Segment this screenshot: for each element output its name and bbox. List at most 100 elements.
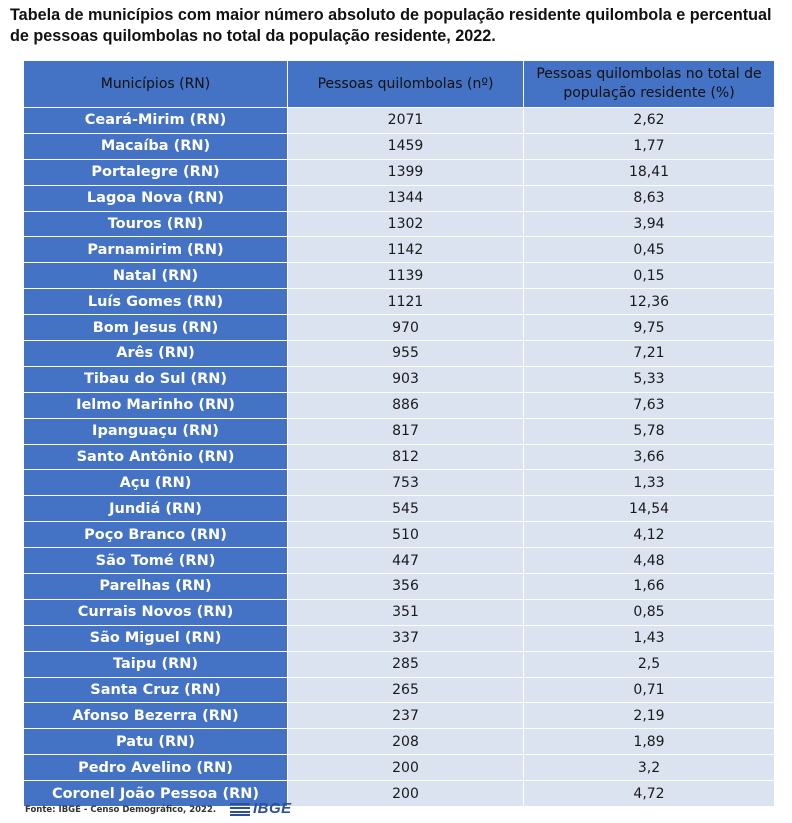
cell-pessoas: 1302 <box>287 210 524 238</box>
cell-percentual: 2,19 <box>523 702 775 730</box>
table-row: Ipanguaçu (RN) 817 5,78 <box>23 417 775 445</box>
table-row: Santo Antônio (RN) 812 3,66 <box>23 443 775 471</box>
table-row: Coronel João Pessoa (RN) 200 4,72 <box>23 780 775 808</box>
ibge-logo-icon <box>230 802 250 816</box>
cell-pessoas: 955 <box>287 340 524 367</box>
cell-percentual: 4,72 <box>523 780 775 808</box>
table-row: Parelhas (RN) 356 1,66 <box>23 573 775 600</box>
cell-percentual: 0,15 <box>523 262 775 290</box>
cell-municipio: Ielmo Marinho (RN) <box>23 391 288 419</box>
cell-pessoas: 886 <box>287 391 524 419</box>
table-row: Pedro Avelino (RN) 200 3,2 <box>23 754 775 782</box>
cell-municipio: Ipanguaçu (RN) <box>23 417 288 445</box>
cell-pessoas: 1399 <box>287 158 524 186</box>
cell-municipio: Parelhas (RN) <box>23 573 288 600</box>
cell-municipio: Arês (RN) <box>23 340 288 367</box>
cell-pessoas: 753 <box>287 469 524 497</box>
cell-municipio: Afonso Bezerra (RN) <box>23 702 288 730</box>
cell-municipio: São Tomé (RN) <box>23 547 288 575</box>
cell-municipio: Açu (RN) <box>23 469 288 497</box>
table-title: Tabela de municípios com maior número ab… <box>10 6 772 45</box>
cell-municipio: Santo Antônio (RN) <box>23 443 288 471</box>
cell-pessoas: 2071 <box>287 107 524 134</box>
table-row: Lagoa Nova (RN) 1344 8,63 <box>23 184 775 212</box>
cell-municipio: Tibau do Sul (RN) <box>23 365 288 393</box>
cell-pessoas: 208 <box>287 728 524 756</box>
table-row: Luís Gomes (RN) 1121 12,36 <box>23 288 775 316</box>
table-row: Touros (RN) 1302 3,94 <box>23 210 775 238</box>
column-header-percentual: Pessoas quilombolas no total de populaçã… <box>523 60 775 108</box>
cell-percentual: 0,85 <box>523 598 775 626</box>
cell-percentual: 8,63 <box>523 184 775 212</box>
cell-municipio: São Miguel (RN) <box>23 624 288 652</box>
cell-municipio: Poço Branco (RN) <box>23 521 288 549</box>
cell-pessoas: 447 <box>287 547 524 575</box>
cell-pessoas: 1121 <box>287 288 524 316</box>
cell-percentual: 18,41 <box>523 158 775 186</box>
cell-percentual: 9,75 <box>523 314 775 342</box>
cell-municipio: Taipu (RN) <box>23 650 288 678</box>
table-row: Bom Jesus (RN) 970 9,75 <box>23 314 775 342</box>
table-row: Poço Branco (RN) 510 4,12 <box>23 521 775 549</box>
cell-percentual: 2,62 <box>523 107 775 134</box>
cell-pessoas: 510 <box>287 521 524 549</box>
cell-percentual: 1,33 <box>523 469 775 497</box>
cell-municipio: Natal (RN) <box>23 262 288 290</box>
cell-percentual: 5,33 <box>523 365 775 393</box>
table-row: Natal (RN) 1139 0,15 <box>23 262 775 290</box>
cell-municipio: Jundiá (RN) <box>23 495 288 523</box>
cell-percentual: 4,48 <box>523 547 775 575</box>
cell-pessoas: 265 <box>287 676 524 704</box>
cell-percentual: 7,21 <box>523 340 775 367</box>
cell-percentual: 3,2 <box>523 754 775 782</box>
cell-percentual: 0,71 <box>523 676 775 704</box>
cell-percentual: 14,54 <box>523 495 775 523</box>
table-row: Tibau do Sul (RN) 903 5,33 <box>23 365 775 393</box>
cell-municipio: Lagoa Nova (RN) <box>23 184 288 212</box>
cell-municipio: Patu (RN) <box>23 728 288 756</box>
cell-percentual: 1,43 <box>523 624 775 652</box>
cell-percentual: 3,66 <box>523 443 775 471</box>
cell-pessoas: 200 <box>287 754 524 782</box>
cell-municipio: Portalegre (RN) <box>23 158 288 186</box>
cell-percentual: 1,89 <box>523 728 775 756</box>
cell-municipio: Currais Novos (RN) <box>23 598 288 626</box>
cell-pessoas: 337 <box>287 624 524 652</box>
cell-percentual: 0,45 <box>523 236 775 264</box>
table-header-row: Municípios (RN) Pessoas quilombolas (nº)… <box>23 60 775 108</box>
cell-municipio: Coronel João Pessoa (RN) <box>23 780 288 808</box>
table-row: São Tomé (RN) 447 4,48 <box>23 547 775 575</box>
cell-pessoas: 1142 <box>287 236 524 264</box>
cell-pessoas: 200 <box>287 780 524 808</box>
table-row: Parnamirim (RN) 1142 0,45 <box>23 236 775 264</box>
column-header-pessoas: Pessoas quilombolas (nº) <box>287 60 524 108</box>
table-row: Taipu (RN) 285 2,5 <box>23 650 775 678</box>
cell-percentual: 3,94 <box>523 210 775 238</box>
cell-municipio: Macaíba (RN) <box>23 132 288 160</box>
cell-pessoas: 545 <box>287 495 524 523</box>
table-row: Patu (RN) 208 1,89 <box>23 728 775 756</box>
source-note: Fonte: IBGE - Censo Demográfico, 2022. <box>25 805 217 815</box>
cell-pessoas: 1459 <box>287 132 524 160</box>
table-row: Açu (RN) 753 1,33 <box>23 469 775 497</box>
cell-municipio: Santa Cruz (RN) <box>23 676 288 704</box>
data-table: Municípios (RN) Pessoas quilombolas (nº)… <box>23 60 775 808</box>
ibge-logo: IBGE <box>230 800 292 817</box>
cell-percentual: 1,77 <box>523 132 775 160</box>
cell-pessoas: 970 <box>287 314 524 342</box>
cell-municipio: Parnamirim (RN) <box>23 236 288 264</box>
cell-percentual: 4,12 <box>523 521 775 549</box>
table-body: Ceará-Mirim (RN) 2071 2,62 Macaíba (RN) 1459… <box>23 107 775 808</box>
cell-percentual: 12,36 <box>523 288 775 316</box>
cell-municipio: Bom Jesus (RN) <box>23 314 288 342</box>
table-row: Santa Cruz (RN) 265 0,71 <box>23 676 775 704</box>
table-row: Jundiá (RN) 545 14,54 <box>23 495 775 523</box>
cell-municipio: Touros (RN) <box>23 210 288 238</box>
cell-pessoas: 1344 <box>287 184 524 212</box>
cell-pessoas: 237 <box>287 702 524 730</box>
cell-pessoas: 812 <box>287 443 524 471</box>
cell-pessoas: 817 <box>287 417 524 445</box>
cell-pessoas: 356 <box>287 573 524 600</box>
table-row: Ielmo Marinho (RN) 886 7,63 <box>23 391 775 419</box>
cell-municipio: Luís Gomes (RN) <box>23 288 288 316</box>
